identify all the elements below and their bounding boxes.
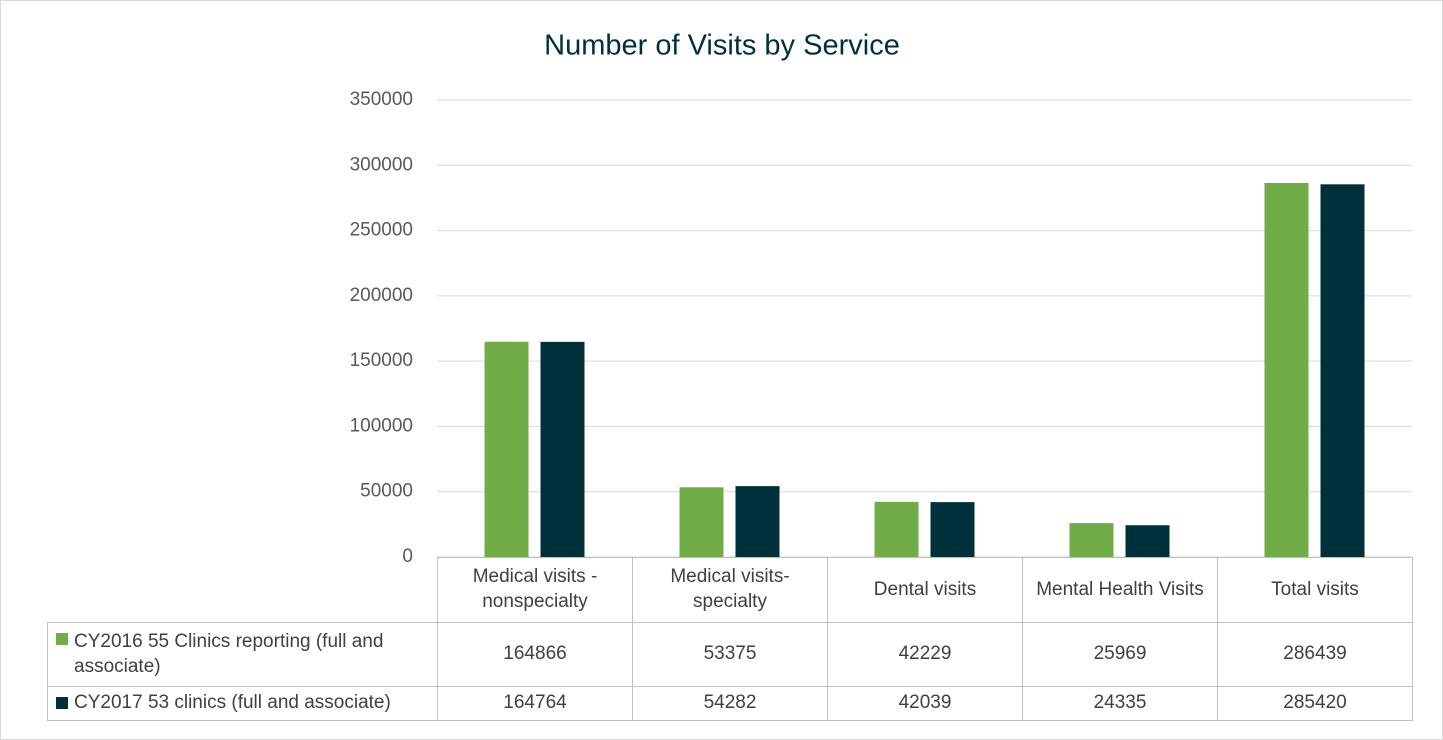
bar [735, 486, 780, 557]
bar [1069, 523, 1114, 557]
bar [1125, 525, 1170, 557]
chart-title: Number of Visits by Service [544, 30, 900, 62]
legend-swatch [56, 697, 68, 709]
legend-entry: CY2016 55 Clinics reporting (full and as… [47, 622, 438, 687]
bar [484, 341, 529, 557]
bar [930, 502, 975, 557]
table-value: 164866 [437, 622, 633, 687]
table-value: 42039 [827, 686, 1023, 721]
legend-label: CY2016 55 Clinics reporting (full and as… [74, 630, 384, 677]
table-value: 286439 [1217, 622, 1413, 687]
x-tick-label: Total visits [1217, 557, 1413, 623]
legend-swatch [56, 633, 68, 645]
table-value: 42229 [827, 622, 1023, 687]
bar [874, 501, 919, 557]
bar [679, 487, 724, 557]
table-value: 53375 [632, 622, 828, 687]
bar [1264, 182, 1309, 558]
y-tick-label: 350000 [350, 89, 413, 110]
y-tick-label: 200000 [350, 285, 413, 306]
y-tick-label: 50000 [360, 481, 413, 502]
legend-entry: CY2017 53 clinics (full and associate) [47, 686, 438, 721]
table-value: 164764 [437, 686, 633, 721]
table-value: 25969 [1022, 622, 1218, 687]
y-tick-label: 100000 [350, 415, 413, 436]
x-tick-label: Medical visits- specialty [632, 557, 828, 623]
y-tick-label: 300000 [350, 154, 413, 175]
y-tick-label: 250000 [350, 220, 413, 241]
x-tick-label: Mental Health Visits [1022, 557, 1218, 623]
table-value: 24335 [1022, 686, 1218, 721]
x-tick-label: Medical visits - nonspecialty [437, 557, 633, 623]
legend-label: CY2017 53 clinics (full and associate) [74, 692, 391, 714]
table-value: 285420 [1217, 686, 1413, 721]
x-tick-label: Dental visits [827, 557, 1023, 623]
table-value: 54282 [632, 686, 828, 721]
bar [1320, 184, 1365, 557]
y-tick-label: 0 [402, 546, 413, 567]
y-tick-label: 150000 [350, 350, 413, 371]
bar [540, 341, 585, 557]
